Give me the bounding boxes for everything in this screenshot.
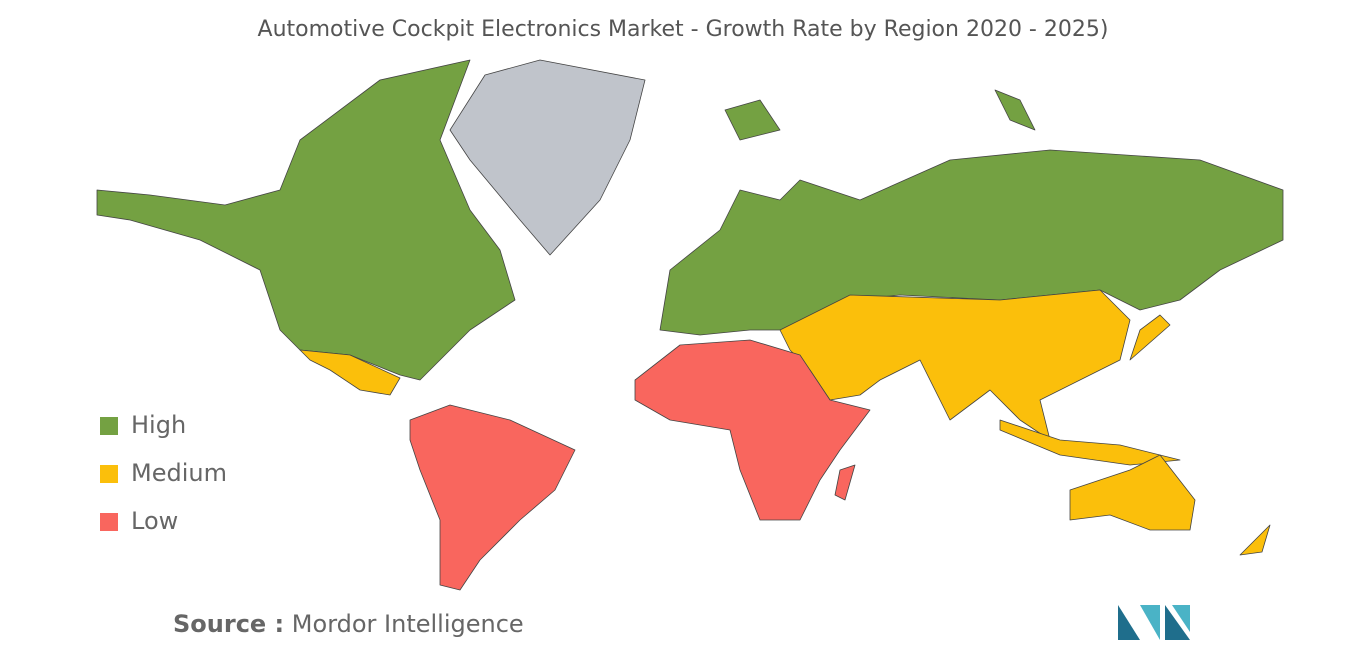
legend-label: High <box>131 411 186 439</box>
legend-label: Low <box>131 507 178 535</box>
source: Source : Mordor Intelligence <box>173 610 524 638</box>
source-label: Source : <box>173 610 284 638</box>
region <box>1129 314 1171 361</box>
region <box>449 59 646 256</box>
legend: High Medium Low <box>100 411 227 535</box>
legend-swatch <box>100 513 118 531</box>
logo <box>1118 605 1190 640</box>
source-text: Mordor Intelligence <box>292 610 524 638</box>
region <box>409 404 576 591</box>
world-map <box>96 59 1284 591</box>
legend-swatch <box>100 417 118 435</box>
region <box>994 89 1036 131</box>
legend-label: Medium <box>131 459 227 487</box>
title: Automotive Cockpit Electronics Market - … <box>258 17 1109 42</box>
region <box>1239 524 1271 556</box>
region <box>834 464 856 501</box>
region <box>1069 454 1196 531</box>
legend-swatch <box>100 465 118 483</box>
region <box>299 349 401 396</box>
region <box>96 59 516 381</box>
region <box>634 339 871 521</box>
region <box>724 99 781 141</box>
